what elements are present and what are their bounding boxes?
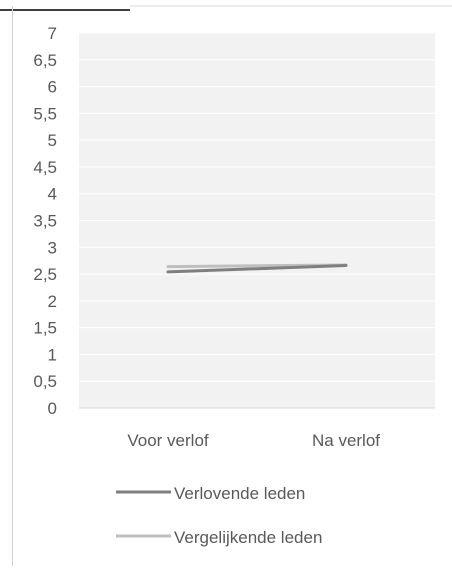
y-tick-label: 7	[48, 24, 57, 43]
y-tick-label: 6	[48, 78, 57, 97]
y-tick-label: 4	[48, 185, 57, 204]
y-tick-label: 3,5	[33, 212, 57, 231]
x-tick-label: Voor verlof	[127, 431, 209, 450]
legend-label: Verlovende leden	[174, 484, 305, 503]
y-tick-label: 0	[48, 399, 57, 418]
legend-label: Vergelijkende leden	[174, 528, 322, 547]
series-group	[166, 263, 348, 274]
y-tick-label: 5	[48, 131, 57, 150]
x-axis: Voor verlof Na verlof	[79, 407, 435, 450]
gridlines	[79, 32, 435, 382]
y-tick-label: 0,5	[33, 372, 57, 391]
y-tick-label: 2	[48, 292, 57, 311]
series-line-1	[166, 264, 348, 274]
y-tick-label: 1	[48, 345, 57, 364]
legend: Verlovende leden Vergelijkende leden	[116, 484, 322, 547]
y-tick-label: 2,5	[33, 265, 57, 284]
y-tick-label: 5,5	[33, 104, 57, 123]
x-tick-label: Na verlof	[312, 431, 380, 450]
y-tick-label: 1,5	[33, 319, 57, 338]
y-tick-label: 3	[48, 238, 57, 257]
y-axis: 0 0,5 1 1,5 2 2,5 3 3,5 4 4,5 5 5,5 6 6,5 7	[33, 24, 57, 418]
y-tick-label: 4,5	[33, 158, 57, 177]
y-tick-label: 6,5	[33, 51, 57, 70]
